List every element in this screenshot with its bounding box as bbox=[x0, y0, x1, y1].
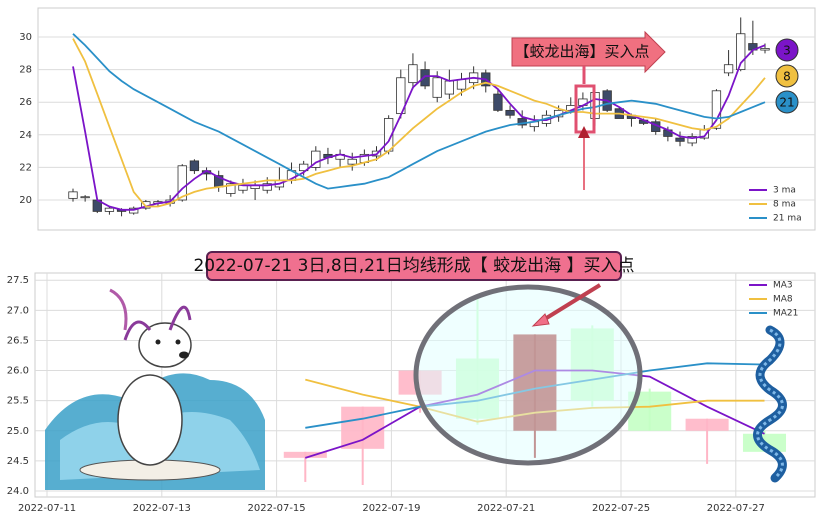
legend-label: 3 ma bbox=[773, 186, 796, 196]
dragon-illustration bbox=[753, 325, 787, 483]
y-tick-label: 26.0 bbox=[7, 366, 29, 377]
candle-body bbox=[347, 158, 357, 165]
ma-line bbox=[72, 33, 766, 190]
y-tick-label: 28 bbox=[19, 65, 32, 76]
y-tick-label: 24.0 bbox=[7, 486, 29, 497]
y-tick-label: 22 bbox=[19, 162, 32, 173]
y-tick-label: 27.0 bbox=[7, 305, 29, 316]
candle-body bbox=[685, 418, 729, 431]
end-label: 3 bbox=[783, 44, 791, 58]
annotation-arrow bbox=[538, 283, 602, 324]
buy-label: 【蛟龙出海】买入点 bbox=[514, 43, 649, 61]
annotation-arrowhead bbox=[531, 313, 550, 327]
candle-body bbox=[104, 207, 115, 212]
x-tick-label: 2022-07-11 bbox=[18, 503, 76, 514]
highlight-ellipse bbox=[413, 284, 643, 466]
legend-label: MA3 bbox=[773, 281, 793, 291]
legend-label: MA8 bbox=[773, 295, 793, 305]
candle-body bbox=[420, 69, 430, 87]
end-label: 21 bbox=[779, 96, 794, 110]
candle-body bbox=[723, 64, 734, 74]
x-tick-label: 2022-07-25 bbox=[592, 503, 650, 514]
candle-body bbox=[675, 137, 685, 142]
end-label-badge bbox=[775, 90, 799, 114]
top-plot-area bbox=[37, 7, 816, 231]
candle-body bbox=[177, 165, 187, 201]
candle-body bbox=[68, 191, 78, 199]
candle-body bbox=[456, 78, 467, 90]
legend-label: 8 ma bbox=[773, 200, 796, 210]
legend-label: MA21 bbox=[773, 309, 798, 319]
candle-body bbox=[408, 64, 418, 84]
y-tick-label: 24.5 bbox=[7, 456, 29, 467]
end-label-badge bbox=[775, 38, 799, 62]
ma-line bbox=[72, 44, 766, 211]
title-banner bbox=[206, 251, 622, 281]
x-tick-label: 2022-07-19 bbox=[362, 503, 420, 514]
x-tick-label: 2022-07-13 bbox=[133, 503, 191, 514]
y-tick-label: 26.5 bbox=[7, 335, 29, 346]
candle-body bbox=[311, 150, 321, 168]
candle-body bbox=[80, 196, 90, 199]
dog-illustration bbox=[45, 288, 265, 490]
y-tick-label: 30 bbox=[19, 32, 32, 43]
chart-title: 2022-07-21 3日,8日,21日均线形成【 蛟龙出海 】买入点 bbox=[193, 256, 634, 276]
y-tick-label: 20 bbox=[19, 195, 32, 206]
y-tick-label: 24 bbox=[19, 130, 32, 141]
candle-body bbox=[517, 118, 527, 126]
candle-body bbox=[299, 163, 309, 172]
candle-body bbox=[687, 136, 697, 144]
candle-body bbox=[341, 406, 385, 449]
label-arrow bbox=[511, 30, 666, 74]
candle-body bbox=[493, 93, 503, 111]
end-label-badge bbox=[775, 64, 799, 88]
y-tick-label: 25.5 bbox=[7, 396, 29, 407]
x-tick-label: 2022-07-21 bbox=[477, 503, 535, 514]
y-tick-label: 26 bbox=[19, 97, 32, 108]
candle-body bbox=[760, 48, 770, 51]
buy-arrowhead bbox=[578, 126, 590, 138]
candle-body bbox=[226, 183, 236, 194]
ma-line bbox=[72, 38, 766, 208]
legend-label: 21 ma bbox=[773, 214, 802, 224]
y-tick-label: 25.0 bbox=[7, 426, 29, 437]
x-tick-label: 2022-07-15 bbox=[248, 503, 306, 514]
end-label: 8 bbox=[783, 70, 791, 84]
candle-body bbox=[283, 451, 327, 458]
candle-body bbox=[444, 80, 454, 95]
x-tick-label: 2022-07-27 bbox=[707, 503, 765, 514]
candle-body bbox=[189, 160, 200, 172]
candle-body bbox=[505, 109, 515, 116]
candle-body bbox=[736, 33, 746, 71]
y-tick-label: 27.5 bbox=[7, 275, 29, 286]
candle-body bbox=[432, 77, 442, 98]
candle-body bbox=[262, 183, 272, 191]
